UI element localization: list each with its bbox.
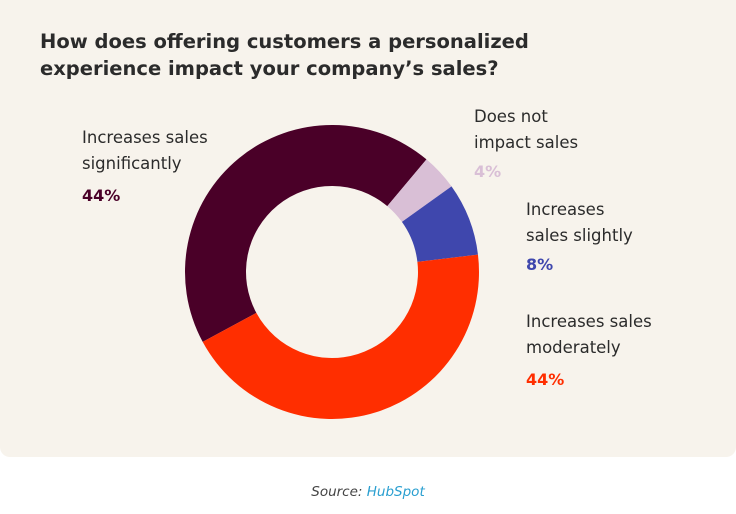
pct-slightly: 8%: [526, 255, 554, 274]
source-link[interactable]: HubSpot: [366, 484, 425, 500]
label-moderately: Increases sales moderately: [526, 312, 652, 357]
pct-no-impact: 4%: [474, 162, 502, 181]
chart-card: How does offering customers a personaliz…: [0, 0, 736, 457]
chart-title: How does offering customers a personaliz…: [40, 30, 529, 80]
source-line: Source: HubSpot: [0, 484, 736, 500]
donut-slice-3: [202, 254, 480, 419]
pct-moderately: 44%: [526, 370, 565, 389]
donut-slice-0: [185, 125, 427, 342]
source-prefix: Source:: [311, 484, 363, 500]
pct-significantly: 44%: [82, 186, 121, 205]
donut-chart: [185, 125, 480, 419]
donut-slice-2: [401, 186, 478, 262]
donut-slice-1: [387, 159, 452, 222]
label-significantly: Increases sales significantly: [82, 128, 208, 173]
label-slightly: Increases sales slightly: [526, 200, 633, 245]
label-no-impact: Does not impact sales: [474, 107, 579, 152]
